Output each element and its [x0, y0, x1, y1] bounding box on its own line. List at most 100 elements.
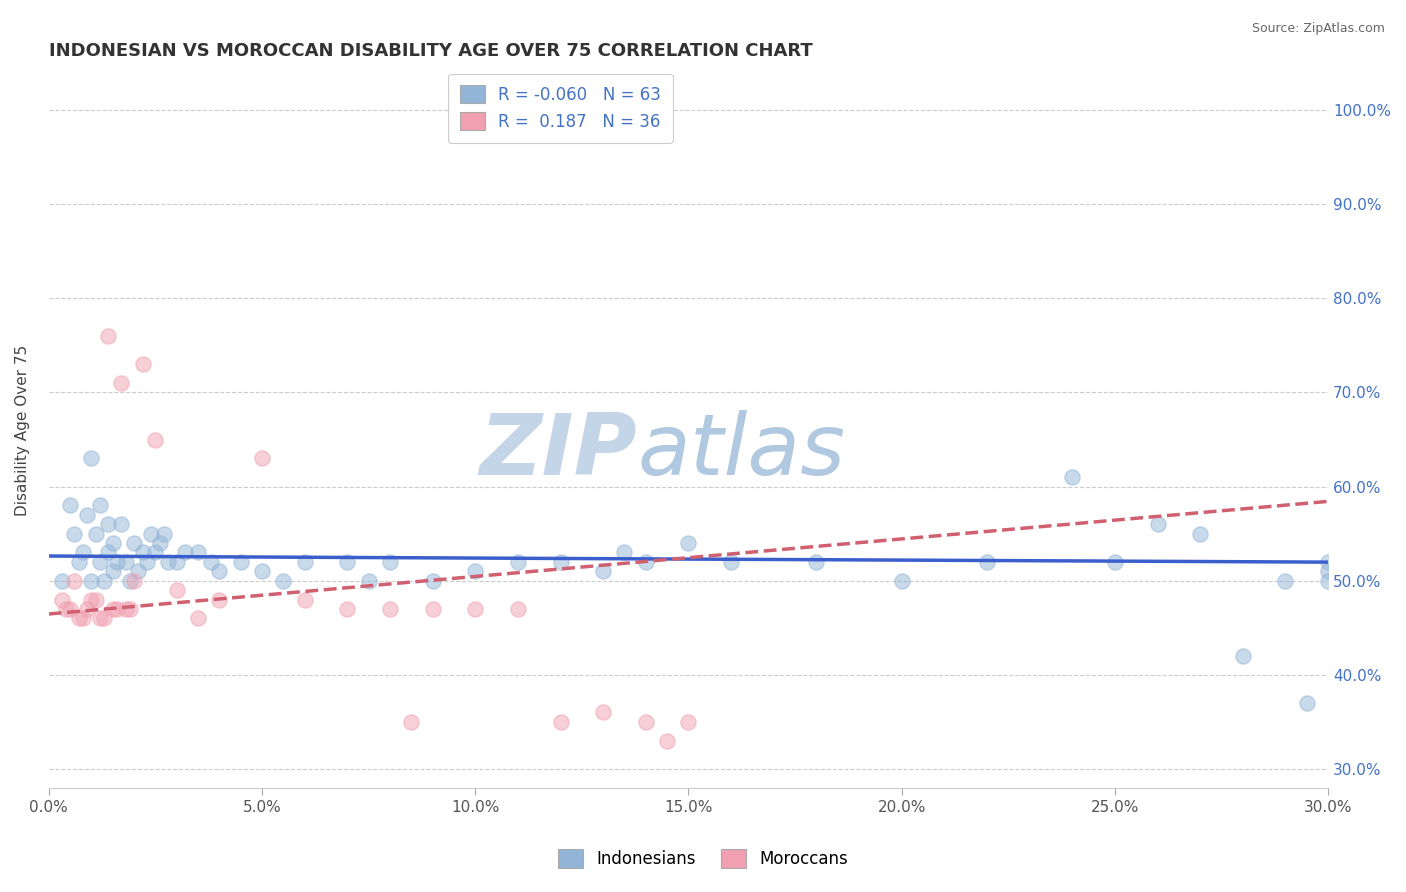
Point — [294, 555, 316, 569]
Point — [336, 602, 359, 616]
Point — [1104, 555, 1126, 569]
Point — [145, 545, 167, 559]
Point — [110, 517, 132, 532]
Point — [229, 555, 252, 569]
Point — [89, 611, 111, 625]
Point — [464, 564, 486, 578]
Point — [114, 555, 136, 569]
Point — [1317, 564, 1340, 578]
Point — [105, 602, 128, 616]
Point — [378, 602, 401, 616]
Point — [63, 526, 86, 541]
Text: Source: ZipAtlas.com: Source: ZipAtlas.com — [1251, 22, 1385, 36]
Point — [135, 555, 157, 569]
Point — [157, 555, 180, 569]
Point — [678, 714, 700, 729]
Point — [208, 592, 231, 607]
Point — [51, 592, 73, 607]
Point — [149, 536, 172, 550]
Point — [101, 564, 124, 578]
Point — [634, 555, 657, 569]
Point — [200, 555, 222, 569]
Point — [76, 508, 98, 522]
Point — [118, 574, 141, 588]
Point — [55, 602, 77, 616]
Point — [806, 555, 828, 569]
Point — [67, 611, 90, 625]
Point — [122, 536, 145, 550]
Point — [122, 574, 145, 588]
Legend: R = -0.060   N = 63, R =  0.187   N = 36: R = -0.060 N = 63, R = 0.187 N = 36 — [449, 74, 673, 143]
Point — [63, 574, 86, 588]
Point — [250, 564, 273, 578]
Point — [118, 602, 141, 616]
Point — [84, 526, 107, 541]
Point — [131, 545, 153, 559]
Point — [208, 564, 231, 578]
Point — [613, 545, 636, 559]
Point — [51, 574, 73, 588]
Point — [1062, 470, 1084, 484]
Point — [1317, 574, 1340, 588]
Point — [634, 714, 657, 729]
Point — [72, 545, 94, 559]
Point — [127, 564, 149, 578]
Point — [139, 526, 162, 541]
Point — [294, 592, 316, 607]
Point — [1274, 574, 1296, 588]
Point — [271, 574, 294, 588]
Point — [378, 555, 401, 569]
Point — [976, 555, 998, 569]
Legend: Indonesians, Moroccans: Indonesians, Moroccans — [551, 843, 855, 875]
Point — [101, 536, 124, 550]
Text: INDONESIAN VS MOROCCAN DISABILITY AGE OVER 75 CORRELATION CHART: INDONESIAN VS MOROCCAN DISABILITY AGE OV… — [49, 42, 813, 60]
Point — [550, 555, 572, 569]
Point — [97, 545, 120, 559]
Point — [250, 451, 273, 466]
Point — [890, 574, 912, 588]
Point — [80, 592, 103, 607]
Point — [720, 555, 742, 569]
Point — [97, 517, 120, 532]
Point — [114, 602, 136, 616]
Text: ZIP: ZIP — [479, 410, 637, 493]
Point — [105, 555, 128, 569]
Point — [153, 526, 176, 541]
Point — [93, 611, 115, 625]
Point — [110, 376, 132, 390]
Point — [174, 545, 197, 559]
Point — [166, 583, 188, 598]
Point — [422, 602, 444, 616]
Point — [336, 555, 359, 569]
Point — [1232, 648, 1254, 663]
Point — [72, 611, 94, 625]
Point — [89, 555, 111, 569]
Point — [76, 602, 98, 616]
Text: atlas: atlas — [637, 410, 845, 493]
Point — [422, 574, 444, 588]
Point — [59, 499, 82, 513]
Point — [101, 602, 124, 616]
Point — [166, 555, 188, 569]
Point — [1146, 517, 1168, 532]
Point — [506, 602, 529, 616]
Point — [399, 714, 422, 729]
Point — [655, 733, 678, 747]
Point — [80, 574, 103, 588]
Point — [93, 574, 115, 588]
Point — [84, 592, 107, 607]
Point — [464, 602, 486, 616]
Point — [592, 706, 614, 720]
Point — [1295, 696, 1317, 710]
Point — [80, 451, 103, 466]
Point — [506, 555, 529, 569]
Point — [592, 564, 614, 578]
Point — [59, 602, 82, 616]
Point — [678, 536, 700, 550]
Point — [187, 611, 209, 625]
Point — [89, 499, 111, 513]
Point — [1189, 526, 1212, 541]
Point — [550, 714, 572, 729]
Point — [1317, 555, 1340, 569]
Point — [187, 545, 209, 559]
